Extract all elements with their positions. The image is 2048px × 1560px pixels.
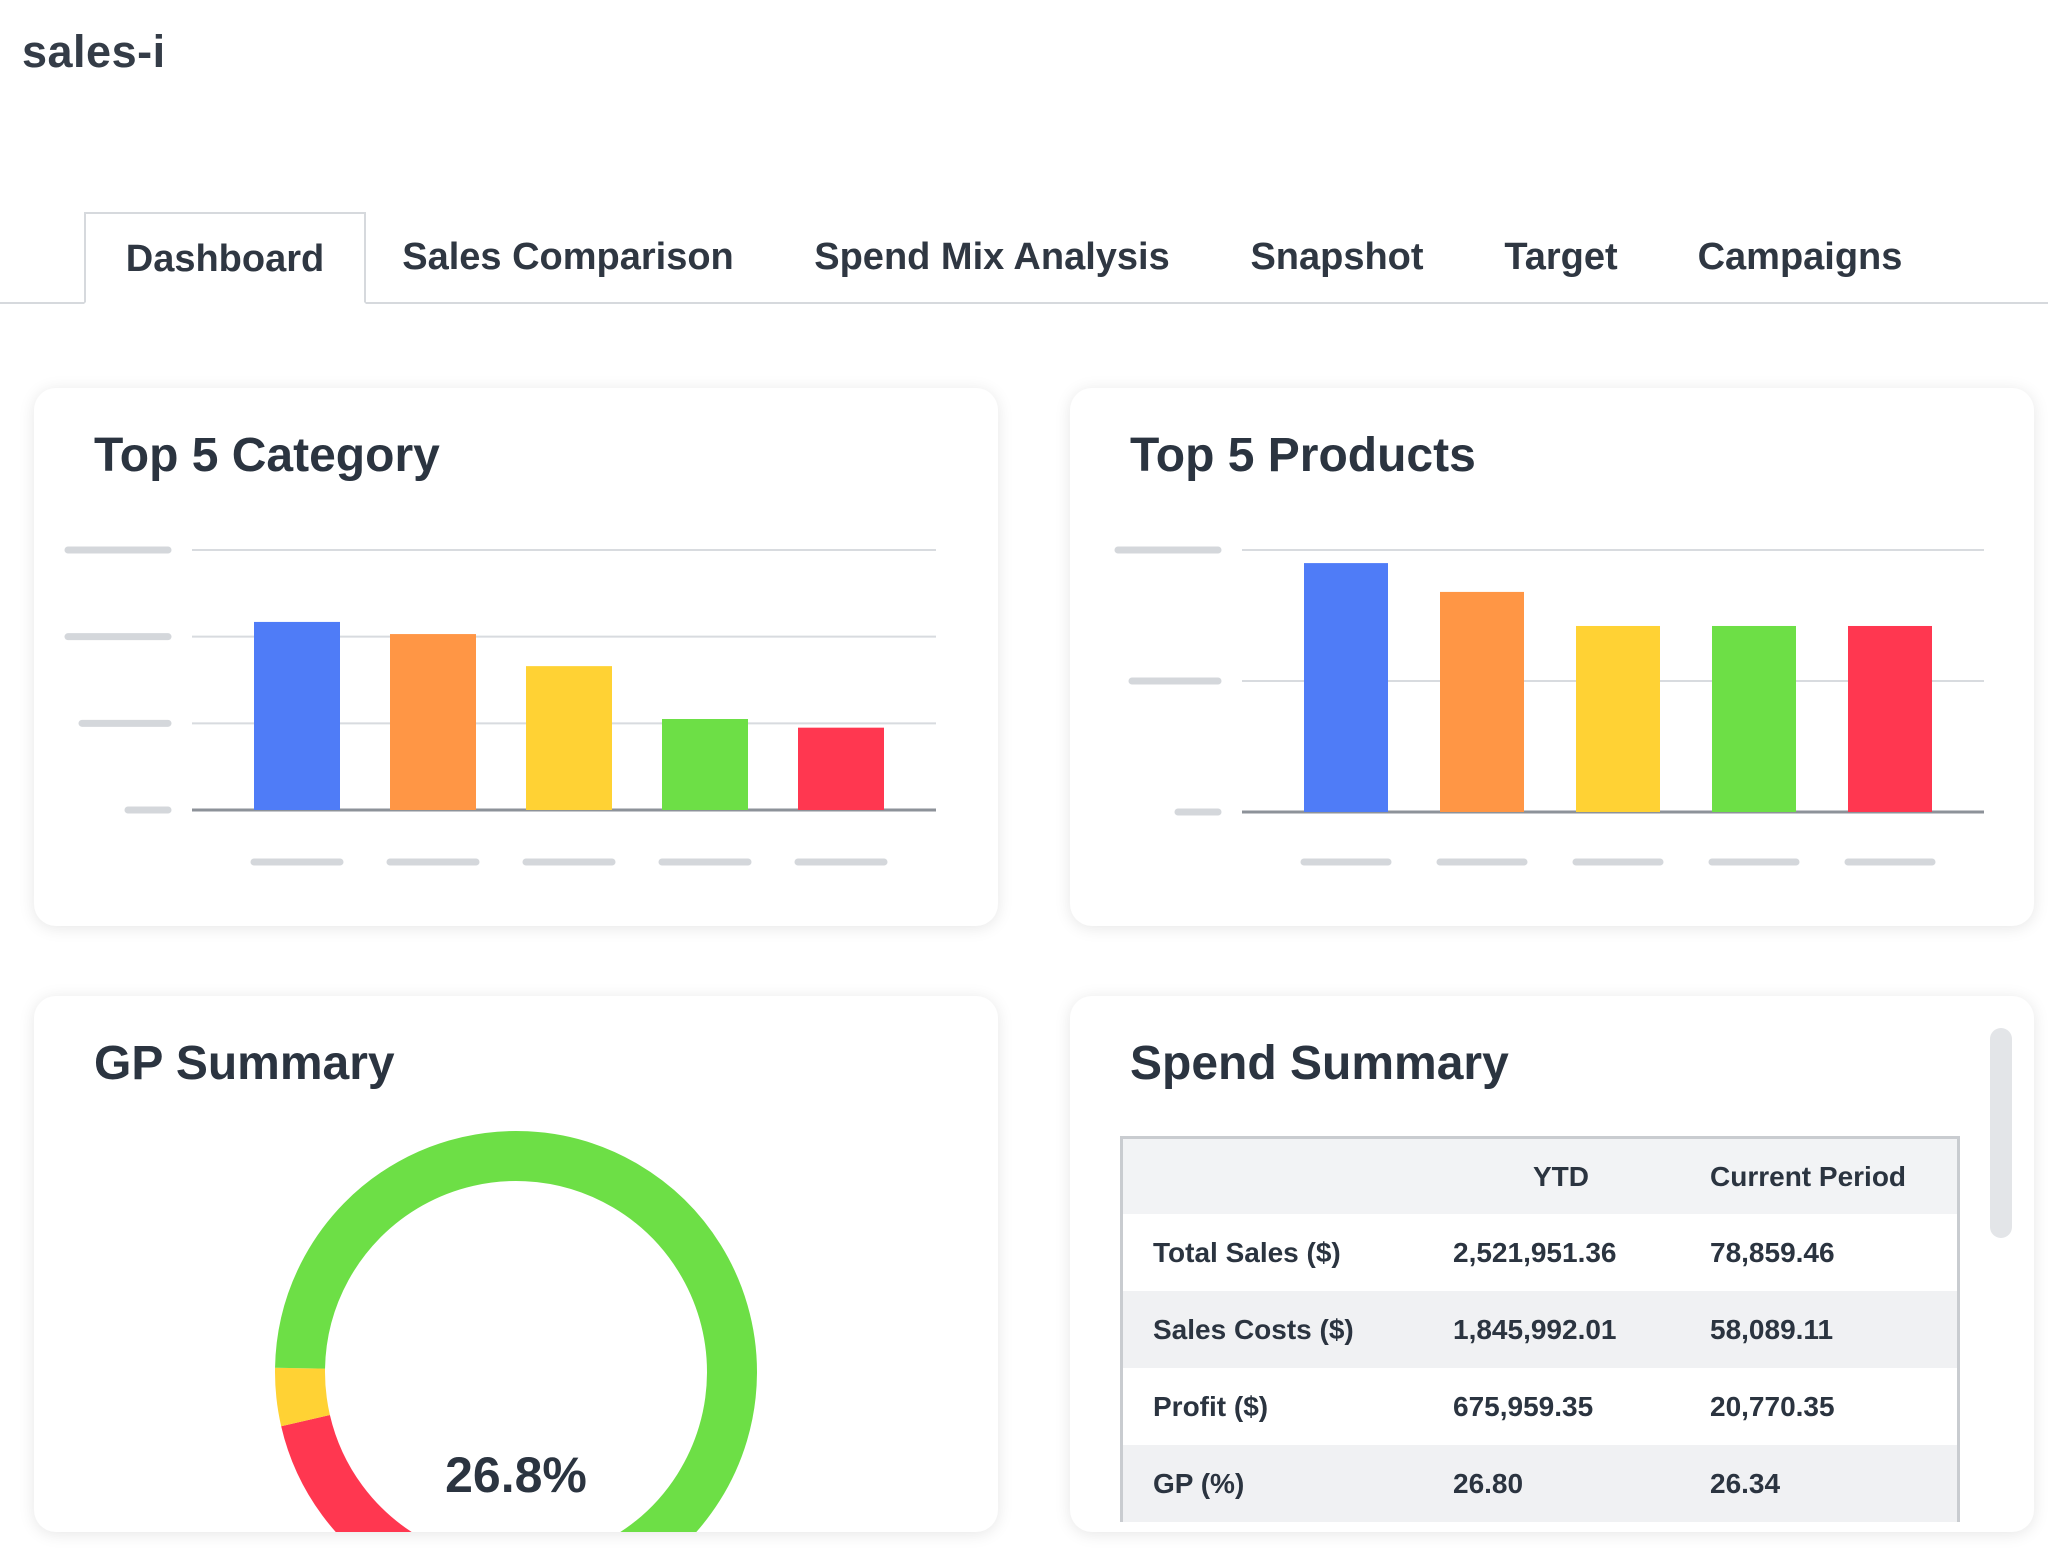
column-header-current-period: Current Period bbox=[1710, 1137, 1959, 1214]
bar-5 bbox=[798, 727, 884, 810]
column-header-ytd: YTD bbox=[1453, 1137, 1710, 1214]
ytd-value: 675,959.35 bbox=[1453, 1390, 1594, 1422]
bar-2 bbox=[390, 634, 476, 810]
tab-target[interactable]: Target bbox=[1504, 236, 1618, 278]
bar-1 bbox=[254, 621, 340, 810]
column-header bbox=[1121, 1137, 1453, 1214]
spend-summary-title: Spend Summary bbox=[1130, 1037, 1509, 1090]
tab-dashboard[interactable]: Dashboard bbox=[84, 212, 366, 304]
tab-campaigns[interactable]: Campaigns bbox=[1697, 236, 1903, 278]
gauge-segment-red bbox=[281, 1414, 412, 1532]
ytd-value: 1,845,992.01 bbox=[1453, 1291, 1710, 1368]
ytd-value: 26.80 bbox=[1453, 1445, 1710, 1522]
bar-3 bbox=[1576, 625, 1660, 812]
bar-4 bbox=[1712, 625, 1796, 812]
current-period-value: 20,770.35 bbox=[1710, 1390, 1835, 1422]
bar-1 bbox=[1304, 563, 1388, 812]
table-row: Sales Costs ($) 1,845,992.01 58,089.11 bbox=[1121, 1291, 1959, 1368]
row-label: Profit ($) bbox=[1153, 1390, 1269, 1422]
table-header-row: YTD Current Period bbox=[1121, 1137, 1959, 1214]
spend-summary-scrollbar[interactable] bbox=[1990, 1028, 2012, 1238]
gauge-segment-green bbox=[275, 1131, 757, 1532]
row-label: Sales Costs ($) bbox=[1121, 1291, 1453, 1368]
top-products-chart bbox=[1114, 546, 1984, 866]
current-period-value: 26.34 bbox=[1710, 1445, 1959, 1522]
top-category-card: Top 5 Category bbox=[34, 388, 998, 926]
table-row: Profit ($) 675,959.35 20,770.35 bbox=[1122, 1368, 1959, 1445]
gp-summary-title: GP Summary bbox=[94, 1037, 395, 1090]
top-category-title: Top 5 Category bbox=[94, 429, 440, 482]
spend-summary-card: Spend Summary YTD Current Period Total S… bbox=[1070, 996, 2034, 1532]
tab-snapshot[interactable]: Snapshot bbox=[1250, 236, 1424, 278]
app-title: sales-i bbox=[22, 26, 166, 77]
tab-spend-mix-analysis[interactable]: Spend Mix Analysis bbox=[814, 236, 1170, 278]
bar-3 bbox=[526, 666, 612, 810]
top-products-title: Top 5 Products bbox=[1130, 429, 1476, 482]
table-row: Total Sales ($) 2,521,951.36 78,859.46 bbox=[1122, 1214, 1959, 1291]
gp-gauge-value: 26.8% bbox=[445, 1447, 587, 1503]
gauge-segment-yellow bbox=[275, 1367, 331, 1427]
tab-bar: Dashboard Sales Comparison Spend Mix Ana… bbox=[0, 212, 2048, 304]
row-label: Total Sales ($) bbox=[1153, 1236, 1341, 1268]
bar-2 bbox=[1440, 591, 1524, 812]
bar-4 bbox=[662, 719, 748, 810]
ytd-value: 2,521,951.36 bbox=[1453, 1236, 1617, 1268]
spend-summary-table: YTD Current Period Total Sales ($) 2,521… bbox=[1120, 1136, 1960, 1522]
current-period-value: 58,089.11 bbox=[1710, 1291, 1959, 1368]
top-products-card: Top 5 Products bbox=[1070, 388, 2034, 926]
current-period-value: 78,859.46 bbox=[1710, 1236, 1835, 1268]
bar-5 bbox=[1848, 625, 1932, 812]
top-category-chart bbox=[64, 546, 936, 866]
gp-summary-card: GP Summary 26.8% bbox=[34, 996, 998, 1532]
tab-sales-comparison[interactable]: Sales Comparison bbox=[402, 236, 734, 278]
gp-gauge bbox=[275, 1131, 757, 1532]
row-label: GP (%) bbox=[1121, 1445, 1453, 1522]
table-row: GP (%) 26.80 26.34 bbox=[1121, 1445, 1959, 1522]
